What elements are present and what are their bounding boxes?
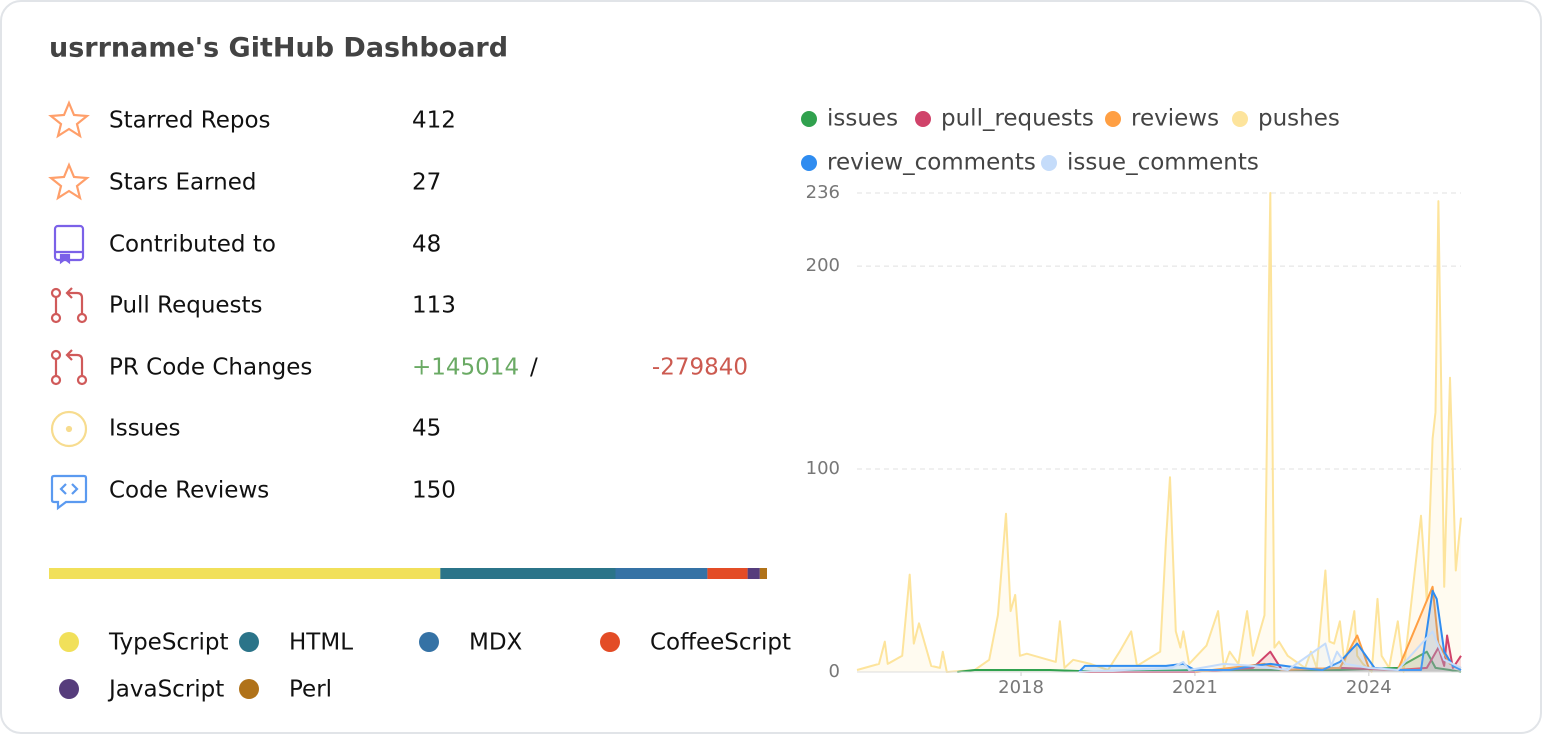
legend-label: pushes — [1258, 106, 1340, 132]
series-line — [1078, 630, 1462, 673]
x-tick-label: 2021 — [1172, 677, 1218, 698]
stat-value: 48 — [412, 232, 441, 258]
stat-label: Contributed to — [109, 232, 276, 258]
legend-dot — [801, 155, 817, 171]
legend-dot — [239, 679, 259, 699]
series-line — [856, 192, 1462, 673]
legend-label: pull_requests — [941, 106, 1094, 132]
series-line — [1078, 589, 1462, 673]
language-segment — [747, 568, 760, 579]
legend-label: issues — [827, 106, 898, 132]
y-tick-label: 0 — [829, 661, 840, 682]
legend-label: CoffeeScript — [650, 630, 791, 656]
legend-label: MDX — [469, 630, 523, 656]
additions: +145014 — [412, 355, 519, 381]
language-segment — [440, 568, 616, 579]
legend-dot — [801, 111, 817, 127]
legend-dot — [1232, 111, 1248, 127]
legend-label: TypeScript — [108, 630, 229, 656]
legend-dot — [59, 632, 79, 652]
language-segment — [49, 568, 441, 579]
stat-label: Issues — [109, 416, 180, 442]
y-tick-label: 100 — [806, 458, 840, 479]
legend-label: JavaScript — [107, 677, 224, 703]
issue-icon — [50, 410, 88, 448]
legend-dot — [1105, 111, 1121, 127]
stat-label: Code Reviews — [109, 478, 269, 504]
stat-value: 27 — [412, 170, 441, 196]
series-line — [957, 650, 1462, 673]
legend-dot — [915, 111, 931, 127]
y-tick-label: 200 — [806, 255, 840, 276]
stat-value: 150 — [412, 478, 456, 504]
deletions: -279840 — [652, 355, 748, 381]
pr-icon — [50, 349, 88, 386]
stat-value: 412 — [412, 108, 456, 134]
stat-label: PR Code Changes — [109, 355, 312, 381]
left-panel: Starred Repos 412 Stars Earned 27 Contribute… — [49, 108, 791, 703]
chart: 0 100 200 236 2018 2021 2024 issues pull_request… — [801, 106, 1462, 698]
x-tick-label: 2018 — [998, 677, 1044, 698]
series-area — [1079, 631, 1461, 672]
repo-icon — [53, 224, 85, 265]
y-tick-label: 236 — [806, 182, 840, 203]
series-area — [1194, 586, 1461, 672]
language-segment — [707, 568, 748, 579]
stat-label: Starred Repos — [109, 108, 271, 134]
legend-label: issue_comments — [1067, 150, 1259, 176]
legend-dot — [239, 632, 259, 652]
legend-label: review_comments — [827, 150, 1036, 176]
review-icon — [50, 474, 88, 511]
x-tick-label: 2024 — [1346, 677, 1392, 698]
stat-value: 45 — [412, 416, 441, 442]
stat-label: Pull Requests — [109, 293, 263, 319]
legend-dot — [59, 679, 79, 699]
legend-label: HTML — [289, 630, 353, 656]
title: usrrname's GitHub Dashboard — [49, 33, 508, 64]
star-icon — [48, 162, 90, 201]
stat-value: 113 — [412, 293, 456, 319]
legend-dot — [419, 632, 439, 652]
stat-label: Stars Earned — [109, 170, 256, 196]
star-icon — [48, 100, 90, 139]
legend-dot — [600, 632, 620, 652]
icons — [48, 100, 90, 511]
language-segment — [759, 568, 767, 579]
legend-label: reviews — [1131, 106, 1219, 132]
pr-icon — [50, 287, 88, 324]
legend-label: Perl — [289, 677, 332, 703]
legend-dot — [1041, 155, 1057, 171]
series-area — [1079, 635, 1461, 672]
language-segment — [615, 568, 708, 579]
separator: / — [530, 355, 538, 381]
